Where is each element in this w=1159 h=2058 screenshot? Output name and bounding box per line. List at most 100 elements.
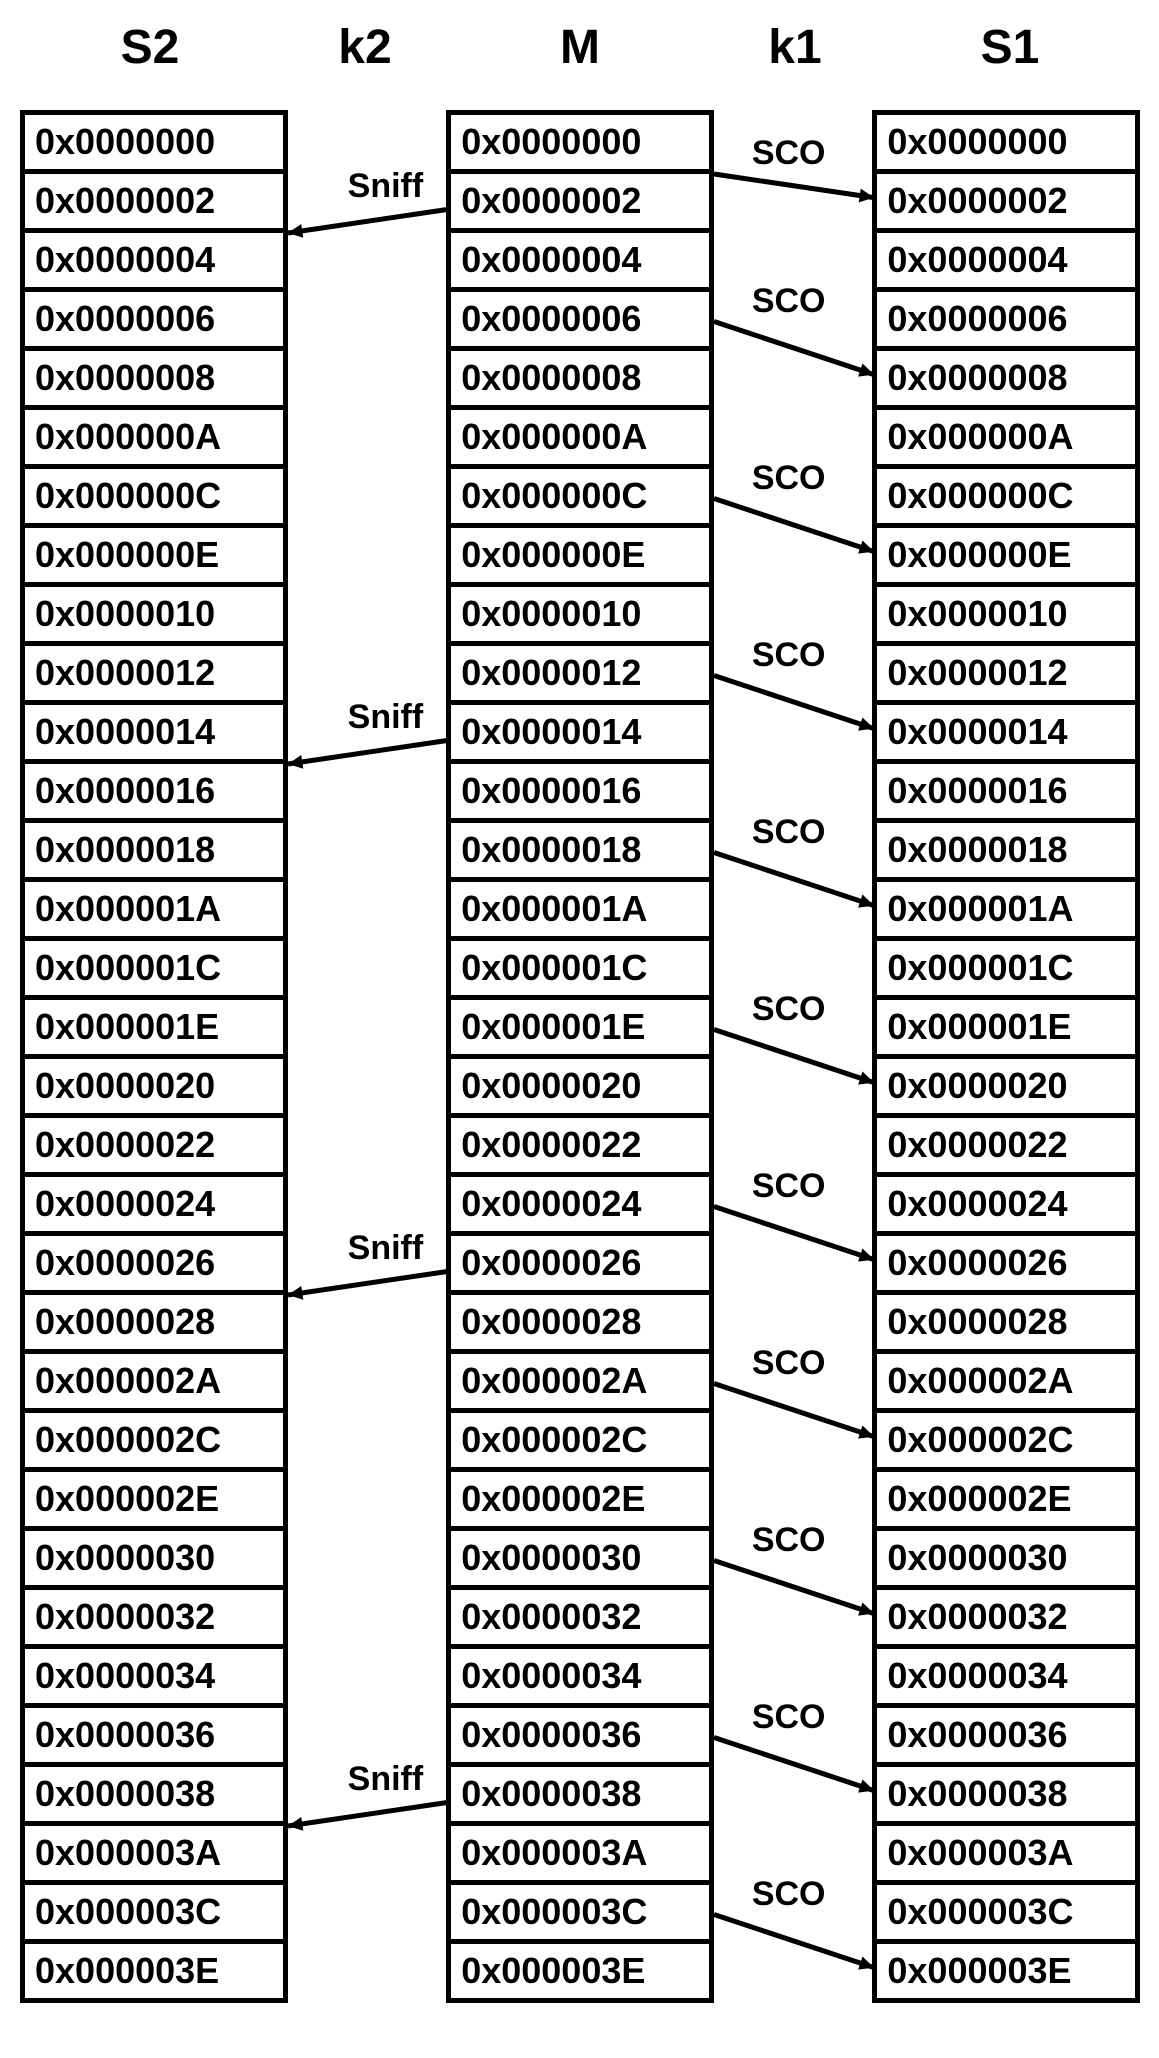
address-cell: 0x0000020 [451, 1059, 709, 1118]
address-cell: 0x000002C [451, 1413, 709, 1472]
address-cell: 0x0000036 [877, 1708, 1135, 1767]
address-cell: 0x000000A [877, 410, 1135, 469]
address-cell: 0x000000A [25, 410, 283, 469]
address-cell: 0x0000010 [451, 587, 709, 646]
address-cell: 0x0000012 [25, 646, 283, 705]
address-cell: 0x0000002 [25, 174, 283, 233]
address-cell: 0x0000018 [877, 823, 1135, 882]
address-cell: 0x000001E [25, 1000, 283, 1059]
address-cell: 0x0000004 [877, 233, 1135, 292]
address-cell: 0x000001E [877, 1000, 1135, 1059]
address-cell: 0x000002E [25, 1472, 283, 1531]
address-cell: 0x0000008 [25, 351, 283, 410]
gap-k2: SniffSniffSniffSniff [288, 110, 447, 2003]
address-cell: 0x000002A [25, 1354, 283, 1413]
address-cell: 0x000000C [451, 469, 709, 528]
arrow [288, 110, 448, 2008]
address-cell: 0x000003C [25, 1885, 283, 1944]
address-cell: 0x0000032 [877, 1590, 1135, 1649]
address-cell: 0x0000016 [877, 764, 1135, 823]
address-cell: 0x0000024 [25, 1177, 283, 1236]
address-cell: 0x000001C [25, 941, 283, 1000]
address-cell: 0x000001C [451, 941, 709, 1000]
address-cell: 0x0000012 [877, 646, 1135, 705]
address-cell: 0x000000E [451, 528, 709, 587]
address-cell: 0x0000038 [877, 1767, 1135, 1826]
address-cell: 0x0000014 [451, 705, 709, 764]
column-s2: 0x00000000x00000020x00000040x00000060x00… [20, 110, 288, 2003]
address-cell: 0x000002E [451, 1472, 709, 1531]
address-cell: 0x0000008 [451, 351, 709, 410]
header-s1: S1 [880, 20, 1140, 80]
column-s1: 0x00000000x00000020x00000040x00000060x00… [872, 110, 1140, 2003]
address-cell: 0x000000E [877, 528, 1135, 587]
address-cell: 0x0000022 [451, 1118, 709, 1177]
address-cell: 0x0000036 [25, 1708, 283, 1767]
arrow [714, 110, 874, 2008]
address-cell: 0x0000026 [877, 1236, 1135, 1295]
address-cell: 0x000003E [451, 1944, 709, 2003]
address-cell: 0x0000002 [877, 174, 1135, 233]
address-cell: 0x000003A [25, 1826, 283, 1885]
address-cell: 0x000001E [451, 1000, 709, 1059]
address-cell: 0x0000026 [25, 1236, 283, 1295]
column-headers: S2 k2 M k1 S1 [20, 20, 1140, 80]
address-cell: 0x000003E [25, 1944, 283, 2003]
address-cell: 0x0000016 [25, 764, 283, 823]
address-cell: 0x000000C [25, 469, 283, 528]
address-cell: 0x0000028 [451, 1295, 709, 1354]
address-cell: 0x0000030 [25, 1531, 283, 1590]
address-cell: 0x000002A [451, 1354, 709, 1413]
address-cell: 0x000001C [877, 941, 1135, 1000]
address-cell: 0x000003C [877, 1885, 1135, 1944]
address-cell: 0x0000002 [451, 174, 709, 233]
address-cell: 0x0000034 [25, 1649, 283, 1708]
address-cell: 0x0000028 [877, 1295, 1135, 1354]
address-cell: 0x000003C [451, 1885, 709, 1944]
address-cell: 0x000000A [451, 410, 709, 469]
address-cell: 0x0000006 [25, 292, 283, 351]
address-cell: 0x000001A [25, 882, 283, 941]
address-cell: 0x0000030 [877, 1531, 1135, 1590]
address-cell: 0x0000000 [25, 115, 283, 174]
address-cell: 0x0000010 [877, 587, 1135, 646]
address-cell: 0x0000010 [25, 587, 283, 646]
sco-label: SCO [752, 1875, 826, 1914]
address-cell: 0x000002E [877, 1472, 1135, 1531]
address-cell: 0x0000038 [25, 1767, 283, 1826]
address-cell: 0x0000024 [877, 1177, 1135, 1236]
timing-diagram: S2 k2 M k1 S1 0x00000000x00000020x000000… [20, 20, 1140, 2003]
address-cell: 0x0000018 [25, 823, 283, 882]
address-cell: 0x000003A [877, 1826, 1135, 1885]
address-cell: 0x0000030 [451, 1531, 709, 1590]
address-cell: 0x0000022 [25, 1118, 283, 1177]
address-cell: 0x000001A [877, 882, 1135, 941]
address-cell: 0x0000008 [877, 351, 1135, 410]
address-cell: 0x0000036 [451, 1708, 709, 1767]
address-cell: 0x0000018 [451, 823, 709, 882]
address-cell: 0x000002C [877, 1413, 1135, 1472]
address-cell: 0x000003E [877, 1944, 1135, 2003]
address-cell: 0x0000028 [25, 1295, 283, 1354]
address-cell: 0x0000034 [877, 1649, 1135, 1708]
header-k2: k2 [285, 20, 445, 80]
address-cell: 0x000001A [451, 882, 709, 941]
header-m: M [450, 20, 710, 80]
sniff-label: Sniff [348, 1760, 424, 1799]
address-cell: 0x0000038 [451, 1767, 709, 1826]
header-s2: S2 [20, 20, 280, 80]
address-cell: 0x0000032 [25, 1590, 283, 1649]
column-m: 0x00000000x00000020x00000040x00000060x00… [446, 110, 714, 2003]
address-cell: 0x0000014 [25, 705, 283, 764]
address-cell: 0x0000024 [451, 1177, 709, 1236]
address-cell: 0x0000016 [451, 764, 709, 823]
header-k1: k1 [715, 20, 875, 80]
address-cell: 0x0000020 [877, 1059, 1135, 1118]
address-cell: 0x0000006 [877, 292, 1135, 351]
address-cell: 0x0000004 [451, 233, 709, 292]
address-cell: 0x0000026 [451, 1236, 709, 1295]
gap-k1: SCOSCOSCOSCOSCOSCOSCOSCOSCOSCOSCO [714, 110, 873, 2003]
address-cell: 0x0000014 [877, 705, 1135, 764]
address-cell: 0x0000004 [25, 233, 283, 292]
address-cell: 0x0000000 [877, 115, 1135, 174]
